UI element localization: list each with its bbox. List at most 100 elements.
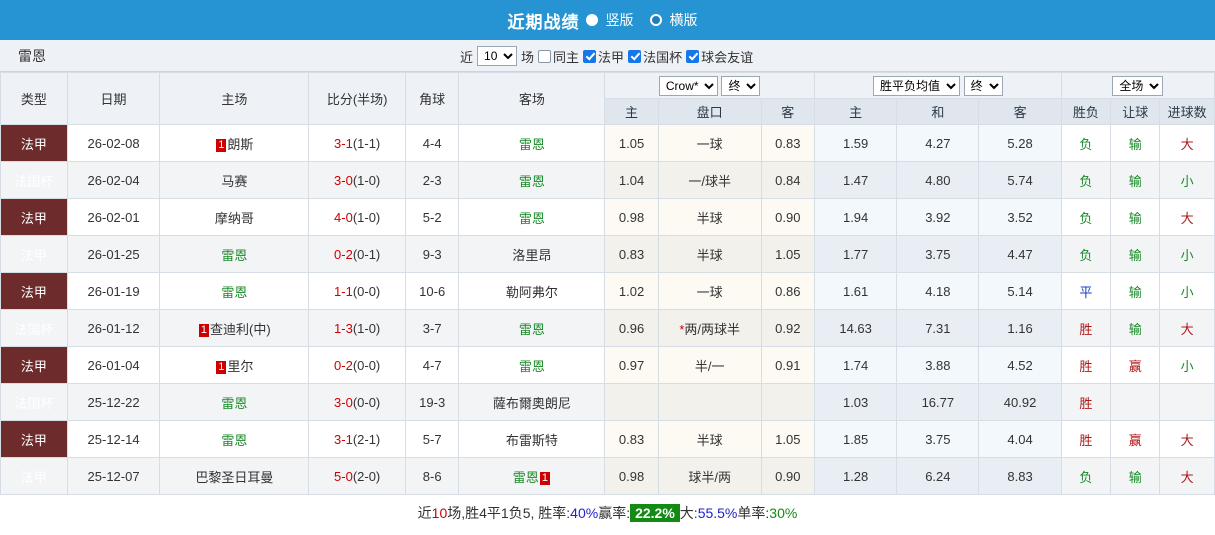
table-row[interactable]: 法甲 26-02-01 摩纳哥 4-0(1-0) 5-2 雷恩 0.98 半球 0.90 1.94… <box>0 198 1215 236</box>
same-home-label: 同主 <box>553 49 580 65</box>
cell-ah-home: 0.83 <box>604 420 659 458</box>
cell-ah-away: 0.91 <box>760 346 816 384</box>
scope-select[interactable]: 全场 <box>1112 75 1164 96</box>
cell-goals: 大 <box>1159 124 1215 162</box>
cell-type: 法甲 <box>0 420 68 458</box>
cell-date: 25-12-07 <box>66 457 161 495</box>
col-ah-home: 主 <box>604 98 659 125</box>
cell-ah-home: 0.83 <box>604 235 659 273</box>
cell-ah-line: 球半/两 <box>657 457 762 495</box>
cell-corner: 4-4 <box>404 124 460 162</box>
cell-eu-draw: 3.88 <box>896 346 980 384</box>
cell-handicap: 输 <box>1110 235 1161 273</box>
cell-goals: 大 <box>1159 309 1215 347</box>
cell-ah-line: 半球 <box>657 420 762 458</box>
cell-ah-home: 0.98 <box>604 198 659 236</box>
table-row[interactable]: 法甲 26-01-25 雷恩 0-2(0-1) 9-3 洛里昂 0.83 半球 1.05 1.77… <box>0 235 1215 273</box>
col-result: 胜负 <box>1060 98 1112 125</box>
league-filter-cup[interactable]: 法国杯 <box>628 47 682 66</box>
cell-corner: 4-7 <box>404 346 460 384</box>
cell-eu-away: 5.28 <box>978 124 1062 162</box>
cell-score: 3-0(1-0) <box>308 161 406 199</box>
eu-stage-select[interactable]: 终 <box>963 75 1003 96</box>
cell-eu-away: 4.04 <box>978 420 1062 458</box>
cell-ah-line: 半/一 <box>657 346 762 384</box>
match-count-select[interactable]: 10 <box>477 46 518 66</box>
cell-corner: 2-3 <box>404 161 460 199</box>
table-row[interactable]: 法甲 25-12-14 雷恩 3-1(2-1) 5-7 布雷斯特 0.83 半球 1.05 1.8… <box>0 420 1215 458</box>
cell-type: 法国杯 <box>0 309 68 347</box>
cell-score: 1-1(0-0) <box>308 272 406 310</box>
odds-stage-select[interactable]: 终 <box>721 75 761 96</box>
radio-vertical[interactable] <box>585 14 598 26</box>
cell-ah-home: 0.96 <box>604 309 659 347</box>
summary-footer: 近 10 场,胜4平1负5, 胜率: 40% 赢率: 22.2% 大: 55.5% 单率:… <box>0 495 1215 531</box>
cell-date: 26-01-12 <box>66 309 161 347</box>
cell-home: 雷恩 <box>159 383 310 421</box>
cell-eu-away: 4.52 <box>978 346 1062 384</box>
cell-score: 5-0(2-0) <box>308 457 406 495</box>
cell-type: 法甲 <box>0 124 68 162</box>
cell-score: 0-2(0-0) <box>308 346 406 384</box>
ligue1-checkbox[interactable] <box>583 49 597 63</box>
col-eu-draw: 和 <box>896 98 980 125</box>
col-corner: 角球 <box>404 72 460 125</box>
cell-ah-home <box>604 383 659 421</box>
cell-eu-home: 1.94 <box>814 198 898 236</box>
cell-score: 4-0(1-0) <box>308 198 406 236</box>
cell-result: 负 <box>1060 198 1112 236</box>
cell-eu-draw: 7.31 <box>896 309 980 347</box>
cell-ah-home: 1.02 <box>604 272 659 310</box>
cell-score: 0-2(0-1) <box>308 235 406 273</box>
same-home-filter[interactable]: 同主 <box>538 47 579 66</box>
cell-ah-away: 0.90 <box>760 198 816 236</box>
cell-eu-draw: 3.75 <box>896 235 980 273</box>
ligue1-label: 法甲 <box>598 49 625 65</box>
cell-eu-draw: 6.24 <box>896 457 980 495</box>
radio-vertical-label[interactable]: 竖版 <box>605 12 634 28</box>
table-row[interactable]: 法甲 25-12-07 巴黎圣日耳曼 5-0(2-0) 8-6 雷恩 1 0.98 球半/两 0.… <box>0 457 1215 495</box>
cup-checkbox[interactable] <box>628 49 642 63</box>
cell-ah-line: 一球 <box>657 124 762 162</box>
table-row[interactable]: 法国杯 26-01-12 1 查迪利(中) 1-3(1-0) 3-7 雷恩 0.96 *两/两球… <box>0 309 1215 347</box>
cell-result: 胜 <box>1060 346 1112 384</box>
friendly-checkbox[interactable] <box>686 49 700 63</box>
cell-home: 巴黎圣日耳曼 <box>159 457 310 495</box>
cell-result: 负 <box>1060 457 1112 495</box>
cell-home: 1 查迪利(中) <box>159 309 310 347</box>
table-row[interactable]: 法甲 26-02-08 1 朗斯 3-1(1-1) 4-4 雷恩 1.05 一球 0.83 1.59… <box>0 124 1215 162</box>
summary-ah-rate: 22.2% <box>630 504 680 522</box>
page-title: 近期战绩 <box>507 12 580 32</box>
same-home-checkbox[interactable] <box>538 49 552 63</box>
cell-ah-home: 0.98 <box>604 457 659 495</box>
cell-date: 26-02-01 <box>66 198 161 236</box>
cell-date: 25-12-14 <box>66 420 161 458</box>
table-row[interactable]: 法甲 26-01-19 雷恩 1-1(0-0) 10-6 勒阿弗尔 1.02 一球 0.86 1.… <box>0 272 1215 310</box>
cell-score: 3-1(1-1) <box>308 124 406 162</box>
table-row[interactable]: 法国杯 25-12-22 雷恩 3-0(0-0) 19-3 薩布爾奧朗尼 1.03 16.77… <box>0 383 1215 421</box>
cell-eu-away: 5.14 <box>978 272 1062 310</box>
cell-eu-draw: 4.80 <box>896 161 980 199</box>
cell-eu-home: 1.85 <box>814 420 898 458</box>
table-row[interactable]: 法甲 26-01-04 1 里尔 0-2(0-0) 4-7 雷恩 0.97 半/一 0.91 1.7… <box>0 346 1215 384</box>
eu-type-select[interactable]: 胜平负均值 <box>873 75 961 96</box>
cell-corner: 19-3 <box>404 383 460 421</box>
cell-date: 26-01-04 <box>66 346 161 384</box>
cell-eu-home: 14.63 <box>814 309 898 347</box>
odds-company-select[interactable]: Crow* <box>658 75 718 96</box>
league-filter-ligue1[interactable]: 法甲 <box>583 47 624 66</box>
radio-horizontal-label[interactable]: 横版 <box>669 12 698 28</box>
cell-goals: 小 <box>1159 161 1215 199</box>
radio-horizontal[interactable] <box>649 14 662 26</box>
cell-date: 26-01-19 <box>66 272 161 310</box>
cell-result: 负 <box>1060 124 1112 162</box>
cell-away: 雷恩 <box>458 309 606 347</box>
scope-selector: 全场 <box>1060 72 1215 99</box>
cell-eu-home: 1.77 <box>814 235 898 273</box>
cell-away: 勒阿弗尔 <box>458 272 606 310</box>
table-row[interactable]: 法国杯 26-02-04 马赛 3-0(1-0) 2-3 雷恩 1.04 一/球半 0.84 1.… <box>0 161 1215 199</box>
friendly-label: 球会友谊 <box>701 49 754 65</box>
european-odds-selectors: 胜平负均值 终 <box>814 72 1062 99</box>
cell-eu-home: 1.74 <box>814 346 898 384</box>
league-filter-friendly[interactable]: 球会友谊 <box>686 47 753 66</box>
